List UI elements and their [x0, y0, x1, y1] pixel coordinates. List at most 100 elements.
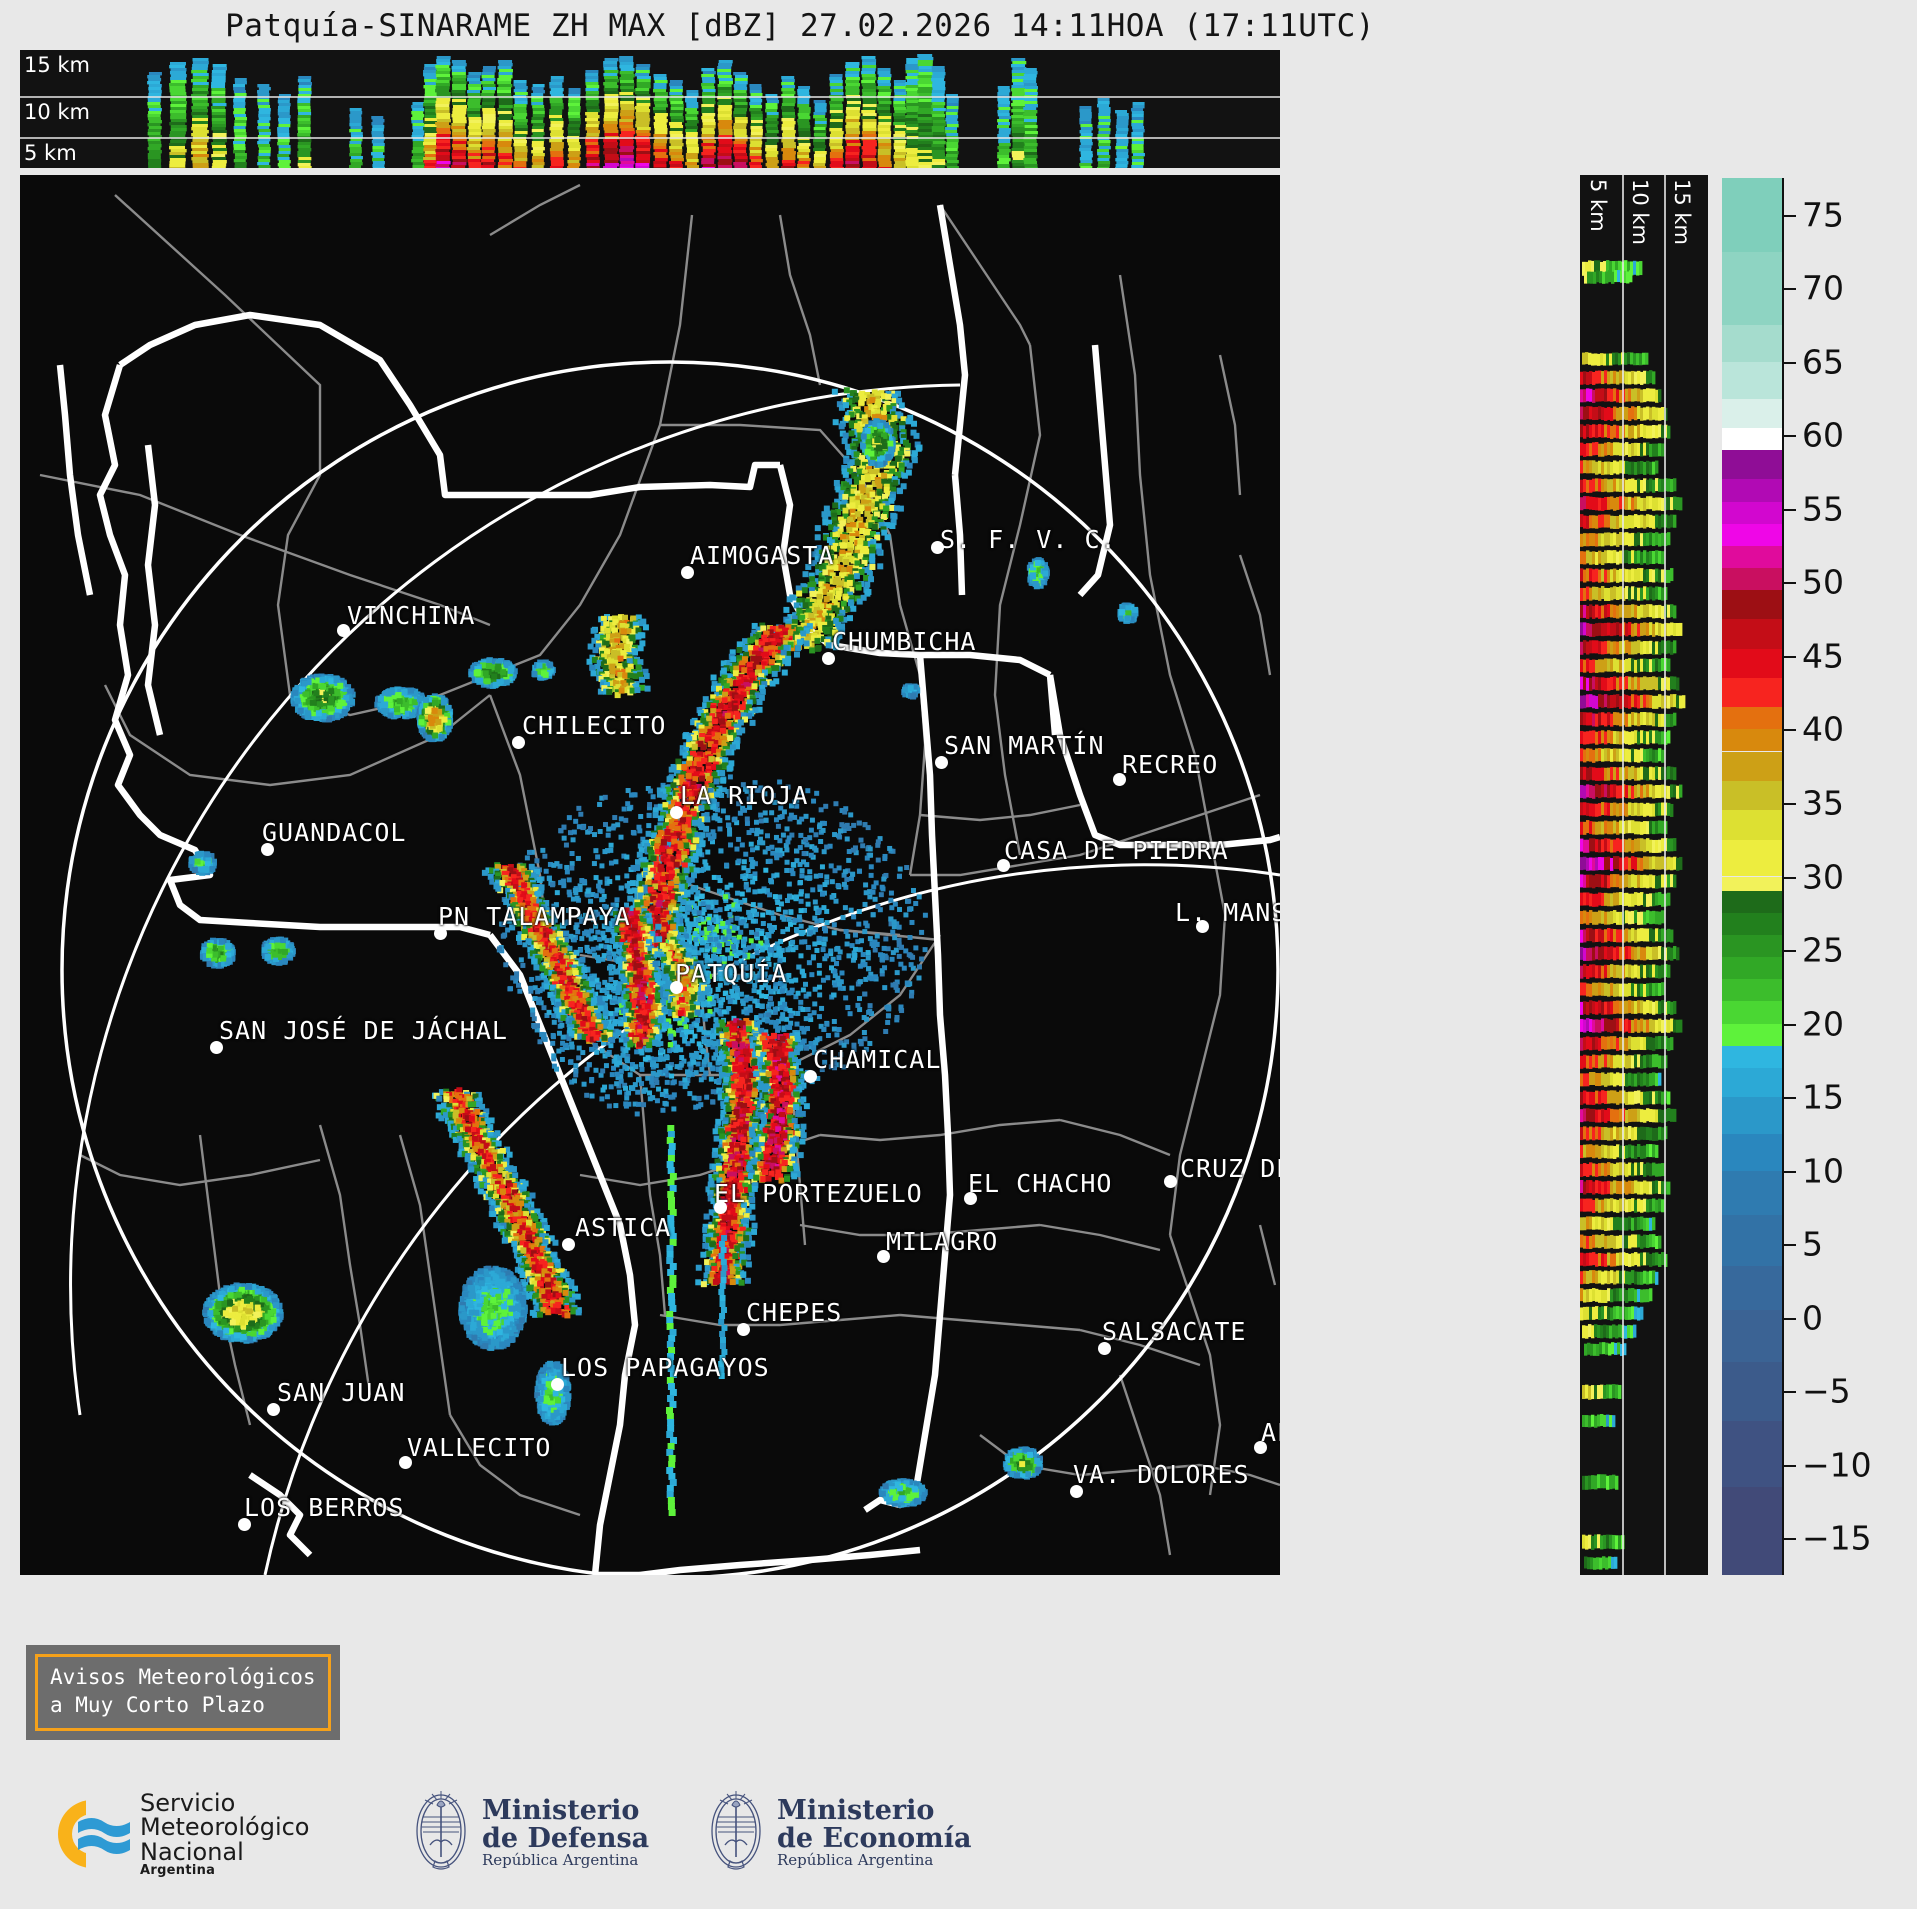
warning-badge-frame: Avisos Meteorológicos a Muy Corto Plazo: [35, 1654, 331, 1731]
xsec-top-label-15km: 15 km: [24, 53, 91, 77]
city-marker-dot[interactable]: [434, 927, 447, 940]
colorbar-band: [1722, 567, 1782, 590]
city-label: SAN JUAN: [277, 1378, 406, 1407]
colorbar-band: [1722, 1266, 1782, 1311]
city-marker-dot[interactable]: [1164, 1175, 1177, 1188]
city-label: EL PORTEZUELO: [714, 1179, 923, 1208]
city-marker-dot[interactable]: [267, 1403, 280, 1416]
smn-line-4: Argentina: [140, 1863, 216, 1879]
economia-line-2: de Economía: [777, 1823, 972, 1855]
colorbar-tick: [1784, 435, 1796, 438]
city-marker-dot[interactable]: [931, 541, 944, 554]
city-marker-dot[interactable]: [1098, 1342, 1111, 1355]
colorbar-band: [1722, 619, 1782, 649]
colorbar-tick: [1784, 950, 1796, 953]
city-marker-dot[interactable]: [238, 1518, 251, 1531]
colorbar-band: [1722, 876, 1782, 892]
colorbar-band: [1722, 589, 1782, 620]
city-marker-dot[interactable]: [737, 1323, 750, 1336]
xsec-right-label-15km: 15 km: [1670, 179, 1694, 246]
logo-ministerio-defensa: Ministerio de Defensa República Argentin…: [410, 1785, 649, 1881]
warning-line-1: Avisos Meteorológicos: [50, 1665, 316, 1689]
colorbar-tick: [1784, 655, 1796, 658]
colorbar-tick-label: 70: [1802, 268, 1844, 308]
colorbar-tick: [1784, 1170, 1796, 1173]
defensa-line-1: Ministerio: [482, 1794, 640, 1826]
city-label: SAN JOSÉ DE JÁCHAL: [219, 1016, 508, 1045]
colorbar: [1722, 178, 1782, 1575]
smn-line-1: Servicio: [140, 1789, 236, 1817]
colorbar-band: [1722, 1023, 1782, 1046]
colorbar-band: [1722, 1001, 1782, 1024]
city-marker-dot[interactable]: [1113, 773, 1126, 786]
colorbar-band: [1722, 729, 1782, 752]
city-label: CHUMBICHA: [832, 627, 977, 656]
colorbar-band: [1722, 677, 1782, 708]
city-marker-dot[interactable]: [551, 1378, 564, 1391]
colorbar-band: [1722, 545, 1782, 568]
colorbar-tick: [1784, 802, 1796, 805]
city-marker-dot[interactable]: [512, 736, 525, 749]
xsec-top-label-5km: 5 km: [24, 141, 77, 165]
city-marker-dot[interactable]: [714, 1201, 727, 1214]
cross-section-top-panel: 15 km 10 km 5 km: [20, 50, 1280, 168]
city-marker-dot[interactable]: [877, 1250, 890, 1263]
colorbar-band: [1722, 1361, 1782, 1421]
city-marker-dot[interactable]: [399, 1456, 412, 1469]
city-label: SAN MARTÍN: [944, 731, 1105, 760]
city-marker-dot[interactable]: [1070, 1485, 1083, 1498]
city-marker-dot[interactable]: [670, 981, 683, 994]
city-marker-dot[interactable]: [822, 652, 835, 665]
radar-map[interactable]: AIMOGASTA S. F. V. C. VINCHINA CHUMBICHA CHI…: [20, 175, 1280, 1575]
city-marker-dot[interactable]: [562, 1238, 575, 1251]
colorbar-tick-label: 0: [1802, 1298, 1823, 1338]
city-marker-dot[interactable]: [935, 756, 948, 769]
city-marker-dot[interactable]: [261, 843, 274, 856]
city-marker-dot[interactable]: [1196, 920, 1209, 933]
colorbar-band: [1722, 178, 1782, 252]
colorbar-band: [1722, 479, 1782, 502]
city-marker-dot[interactable]: [210, 1041, 223, 1054]
colorbar-tick: [1784, 1317, 1796, 1320]
radar-echo-layer: [188, 387, 1139, 1516]
economia-line-3: República Argentina: [777, 1851, 934, 1870]
range-ring: [60, 360, 1280, 1575]
colorbar-band: [1722, 1067, 1782, 1098]
defensa-line-3: República Argentina: [482, 1851, 639, 1870]
city-label: LOS PAPAGAYOS: [561, 1353, 770, 1382]
city-marker-dot[interactable]: [337, 624, 350, 637]
city-marker-dot[interactable]: [1254, 1441, 1267, 1454]
colorbar-band: [1722, 1420, 1782, 1487]
smn-mark-icon: [57, 1800, 132, 1869]
colorbar-band: [1722, 751, 1782, 781]
colorbar-band: [1722, 1097, 1782, 1134]
city-label: PATQUÍA: [675, 959, 788, 988]
city-label: LOS BERROS: [244, 1493, 405, 1522]
colorbar-tick-label: −10: [1802, 1445, 1872, 1485]
city-marker-dot[interactable]: [997, 859, 1010, 872]
colorbar-band: [1722, 810, 1782, 840]
colorbar-band: [1722, 1133, 1782, 1171]
city-marker-dot[interactable]: [964, 1192, 977, 1205]
colorbar-tick: [1784, 214, 1796, 217]
colorbar-band: [1722, 523, 1782, 546]
colorbar-tick-label: 45: [1802, 636, 1844, 676]
colorbar-tick: [1784, 1097, 1796, 1100]
colorbar-band: [1722, 839, 1782, 877]
city-marker-dot[interactable]: [670, 806, 683, 819]
colorbar-tick-label: 75: [1802, 195, 1844, 235]
colorbar-tick-label: 35: [1802, 783, 1844, 823]
city-label: GUANDACOL: [262, 818, 407, 847]
colorbar-tick-label: 65: [1802, 342, 1844, 382]
colorbar-band: [1722, 398, 1782, 428]
city-marker-dot[interactable]: [681, 566, 694, 579]
city-label: CHEPES: [746, 1298, 843, 1327]
city-label: CASA DE PIEDRA: [1004, 836, 1229, 865]
colorbar-tick: [1784, 1244, 1796, 1247]
city-label: MILAGRO: [886, 1227, 999, 1256]
city-marker-dot[interactable]: [804, 1070, 817, 1083]
logo-ministerio-economia: Ministerio de Economía República Argenti…: [705, 1785, 971, 1881]
colorbar-tick: [1784, 582, 1796, 585]
warning-badge[interactable]: Avisos Meteorológicos a Muy Corto Plazo: [26, 1645, 340, 1740]
colorbar-band: [1722, 957, 1782, 980]
